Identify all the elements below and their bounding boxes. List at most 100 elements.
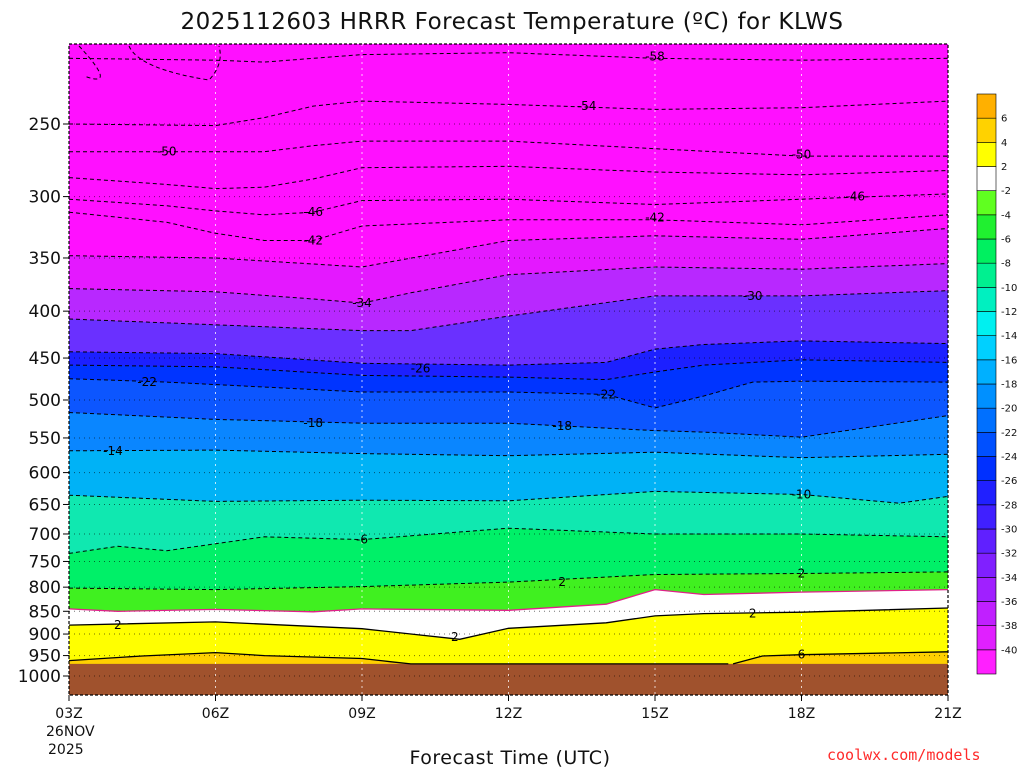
y-tick-label: 700 [29,525,61,545]
colorbar-swatch [976,117,997,143]
colorbar-label: -12 [1001,307,1017,318]
contour-line [69,140,948,157]
colorbar-swatch [976,287,997,312]
y-tick-label: 950 [29,647,61,667]
contour-label: -34 [352,296,372,310]
colorbar: -40-38-36-34-32-30-28-26-24-22-20-18-16-… [976,93,1017,675]
contour-label: -22 [596,387,616,401]
y-tick-label: 1000 [18,667,61,687]
contour-line [69,100,948,127]
contour-label: 6 [798,648,806,662]
colorbar-swatch [976,504,997,530]
contour-label: -46 [845,190,865,204]
y-tick-label: 250 [29,115,61,135]
contour-line [128,45,221,81]
contour-label: -10 [792,488,812,502]
contour-label: 2 [114,618,122,632]
colorbar-swatch [976,601,997,626]
contour-label: -6 [356,533,368,547]
contour-label: 2 [749,607,757,621]
y-tick-label: 600 [29,464,61,484]
contour-label: -58 [645,49,665,63]
colorbar-swatch [976,214,997,240]
y-tick-label: 850 [29,602,61,622]
colorbar-label: -28 [1001,500,1017,511]
contour-label: -30 [743,289,763,303]
colorbar-swatch [976,335,997,361]
plot-area: -6 2 -58 -54 -50 -50 -46 -46 -42 -42 -34 -30 -26 -22 -… [68,43,949,696]
x-axis-title: Forecast Time (UTC) [410,747,611,768]
y-tick-label: 450 [29,349,61,369]
contour-line [69,378,948,409]
contour-label: -18 [303,416,323,430]
colorbar-swatch [976,383,997,409]
contour-label: 2 [558,575,566,589]
contour-label: 2 [798,566,806,580]
colorbar-swatch [976,528,997,554]
colorbar-swatch [976,625,997,651]
contour-line [69,588,948,613]
x-tick-label: 18Z [788,706,815,722]
colorbar-swatch [976,407,997,433]
y-tick-label: 750 [29,552,61,572]
contour-line [732,651,948,665]
colorbar-label: -38 [1001,621,1017,632]
x-tick-label: 03Z [55,706,82,722]
contour-line [69,228,948,268]
colorbar-swatch [976,552,997,578]
contour-label: -50 [157,145,177,159]
y-tick-label: 550 [29,429,61,449]
contour-label: -42 [645,210,665,224]
x-axis: 03Z 06Z 09Z 12Z 15Z 18Z 21Z [55,695,962,722]
colorbar-label: -26 [1001,476,1017,487]
colorbar-swatch [976,311,997,336]
x-tick-label: 06Z [202,706,229,722]
colorbar-label: -16 [1001,355,1017,366]
colorbar-label: -40 [1001,645,1017,656]
contour-label: -46 [303,205,323,219]
colorbar-label: 6 [1001,114,1007,125]
contour-label: -26 [411,362,431,376]
colorbar-swatch [976,359,997,385]
x-tick-label: 12Z [495,706,522,722]
contour-label: -42 [303,234,323,248]
colorbar-label: 2 [1001,162,1007,173]
y-tick-label: 900 [29,625,61,645]
colorbar-label: -22 [1001,428,1017,439]
contour-label: -22 [137,375,157,389]
colorbar-label: -36 [1001,597,1017,608]
x-tick-label: 09Z [348,706,375,722]
contour-label: 2 [451,630,459,644]
contour-line [69,263,948,304]
colorbar-label: -20 [1001,404,1017,415]
contour-line [69,607,948,640]
colorbar-swatch [976,432,997,457]
colorbar-label: -6 [1001,235,1011,246]
x-start-date-line1: 26NOV [46,724,95,740]
contour-line [69,359,948,381]
y-tick-label: 650 [29,495,61,515]
colorbar-swatch [976,238,997,264]
contour-line [69,490,948,504]
y-axis: 250 300 350 400 450 500 550 600 650 700 750 800 850 9… [18,115,69,687]
colorbar-label: -10 [1001,283,1017,294]
contour-label: -50 [792,148,812,162]
contour-line [69,340,948,366]
contour-line [69,290,948,332]
y-tick-label: 800 [29,578,61,598]
credit-text[interactable]: coolwx.com/models [827,746,981,764]
colorbar-label: -8 [1001,259,1011,270]
contour-line [69,527,948,554]
x-start-date-line2: 2025 [48,742,84,758]
contour-line [69,651,729,665]
contour-line [78,45,101,80]
y-tick-label: 500 [29,391,61,411]
contour-label: -14 [103,444,123,458]
contour-line [69,412,948,438]
colorbar-label: -30 [1001,525,1017,536]
y-tick-label: 300 [29,188,61,208]
colorbar-swatch [976,166,997,191]
colorbar-label: -34 [1001,573,1017,584]
colorbar-label: -14 [1001,331,1017,342]
